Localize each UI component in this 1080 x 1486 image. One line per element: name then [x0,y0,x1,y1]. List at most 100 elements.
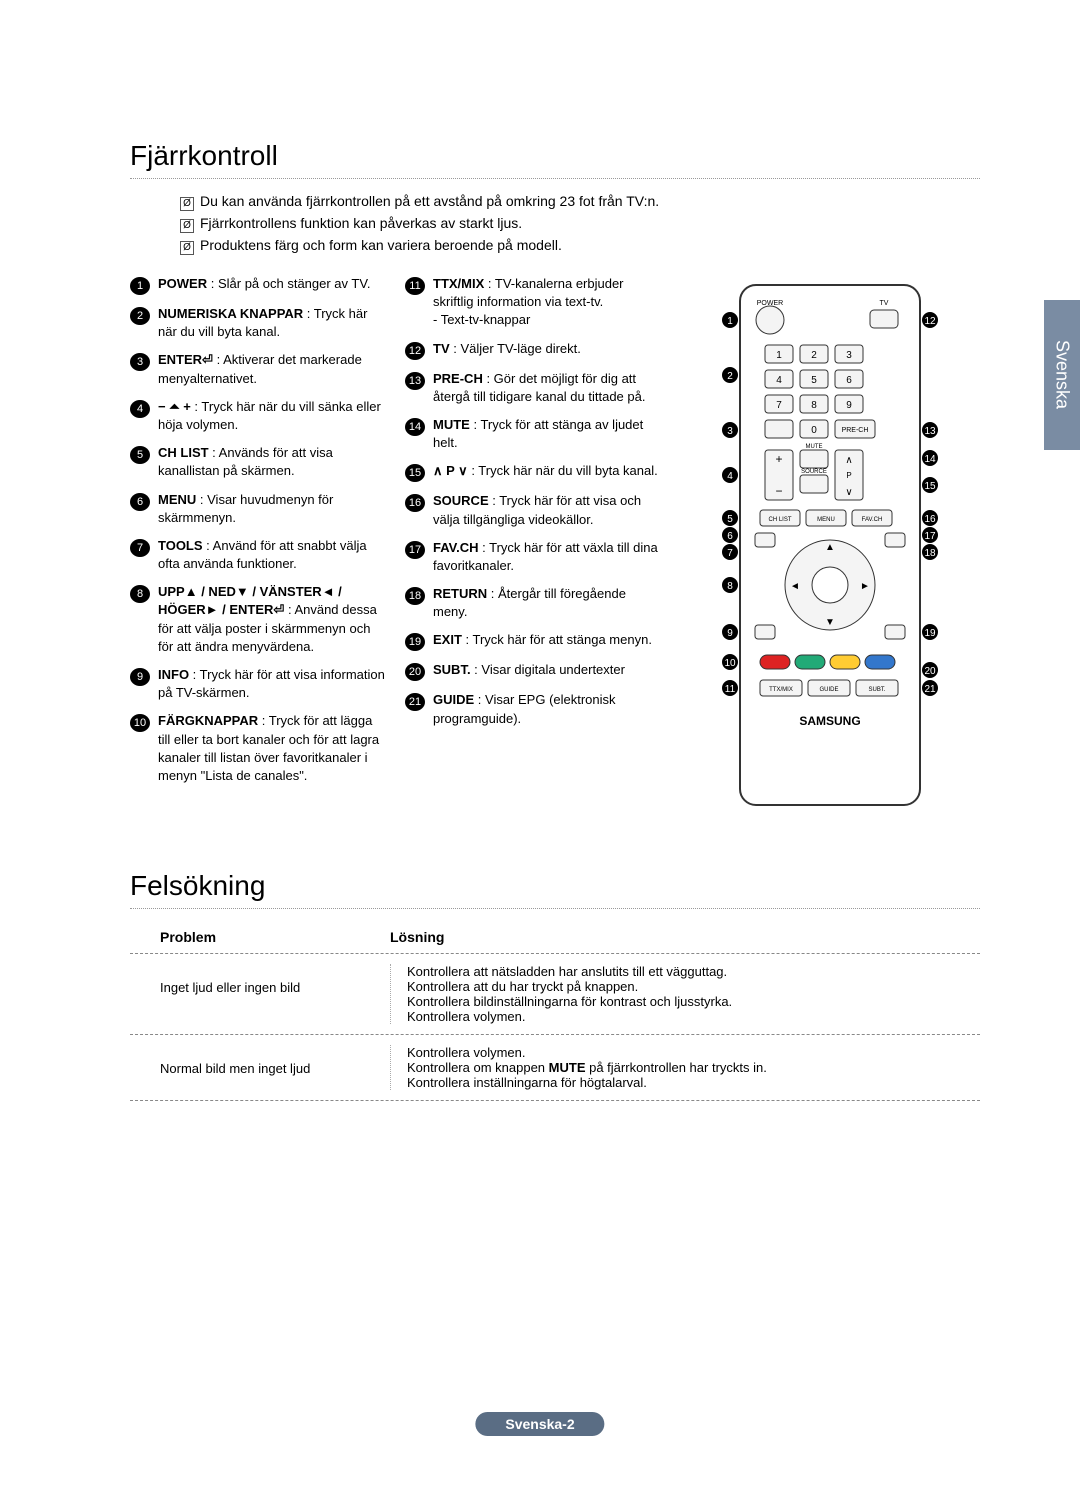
page-number: Svenska-2 [475,1412,604,1436]
svg-text:►: ► [860,581,870,592]
callout-text: TV : Väljer TV-läge direkt. [433,340,581,360]
callout-number: 8 [130,585,150,603]
note-icon: Ø [180,197,194,211]
callout-text: FÄRGKNAPPAR : Tryck för att lägga till e… [158,712,385,785]
callout-number: 12 [405,342,425,360]
callout-number: 6 [130,493,150,511]
callout-number: 10 [130,714,150,732]
callout-text: EXIT : Tryck här för att stänga menyn. [433,631,652,651]
svg-text:15: 15 [924,481,936,492]
svg-text:5: 5 [727,514,733,525]
remote-diagram: POWER TV 1 2 3 4 5 6 7 8 9 0 PRE-CH + − … [680,275,980,840]
note-text: Produktens färg och form kan variera ber… [200,237,562,253]
svg-text:8: 8 [727,581,733,592]
svg-text:2: 2 [727,371,733,382]
svg-text:19: 19 [924,628,936,639]
svg-text:13: 13 [924,426,936,437]
svg-text:2: 2 [811,350,817,361]
callout-text: ENTER⏎ : Aktiverar det markerade menyalt… [158,351,385,387]
svg-text:◄: ◄ [790,581,800,592]
svg-text:P: P [846,471,851,480]
callout-text: PRE-CH : Gör det möjligt för dig att åte… [433,370,660,406]
note-text: Du kan använda fjärrkontrollen på ett av… [200,193,659,209]
language-tab: Svenska [1044,300,1080,450]
problem-cell: Normal bild men inget ljud [160,1045,390,1090]
callout-number: 21 [405,693,425,711]
svg-text:SUBT.: SUBT. [868,687,885,693]
svg-text:18: 18 [924,548,936,559]
callout-number: 9 [130,668,150,686]
solution-cell: Kontrollera volymen.Kontrollera om knapp… [390,1045,980,1090]
callout-number: 17 [405,541,425,559]
callout-number: 14 [405,418,425,436]
callout-text: TOOLS : Använd för att snabbt välja ofta… [158,537,385,573]
svg-text:9: 9 [846,400,852,411]
callout-number: 2 [130,307,150,325]
svg-text:TTX/MIX: TTX/MIX [769,687,793,693]
svg-text:0: 0 [811,425,817,436]
callout-text: UPP▲ / NED▼ / VÄNSTER◄ / HÖGER► / ENTER⏎… [158,583,385,656]
svg-text:−: − [775,484,782,498]
svg-text:1: 1 [727,316,733,327]
callout-text: GUIDE : Visar EPG (elektronisk programgu… [433,691,660,727]
callout-number: 13 [405,372,425,390]
svg-text:4: 4 [727,471,733,482]
callout-text: SUBT. : Visar digitala undertexter [433,661,625,681]
callout-text: FAV.CH : Tryck här för att växla till di… [433,539,660,575]
table-row: Inget ljud eller ingen bildKontrollera a… [130,954,980,1035]
svg-text:1: 1 [776,350,782,361]
callout-number: 4 [130,400,150,418]
svg-text:CH LIST: CH LIST [768,517,791,523]
table-row: Normal bild men inget ljudKontrollera vo… [130,1035,980,1101]
col-problem: Problem [160,929,390,945]
callout-text: − ⏶ + : Tryck här när du vill sänka elle… [158,398,385,434]
col-solution: Lösning [390,929,444,945]
section-title-remote: Fjärrkontroll [130,140,980,179]
svg-text:FAV.CH: FAV.CH [862,517,883,523]
svg-text:6: 6 [727,531,733,542]
svg-text:3: 3 [727,426,733,437]
desc-column-right: 11TTX/MIX : TV-kanalerna erbjuder skrift… [405,275,660,840]
svg-text:17: 17 [924,531,936,542]
svg-text:12: 12 [924,316,936,327]
callout-text: CH LIST : Används för att visa kanallist… [158,444,385,480]
svg-text:8: 8 [811,400,817,411]
svg-text:7: 7 [776,400,782,411]
svg-text:POWER: POWER [757,300,783,307]
callout-text: ∧ P ∨ : Tryck här när du vill byta kanal… [433,462,658,482]
callout-text: MUTE : Tryck för att stänga av ljudet he… [433,416,660,452]
callout-text: NUMERISKA KNAPPAR : Tryck här när du vil… [158,305,385,341]
callout-number: 16 [405,494,425,512]
callout-text: TTX/MIX : TV-kanalerna erbjuder skriftli… [433,275,660,330]
note-icon: Ø [180,219,194,233]
svg-text:TV: TV [880,300,889,307]
svg-text:GUIDE: GUIDE [819,687,838,693]
svg-text:MENU: MENU [817,517,835,523]
svg-text:3: 3 [846,350,852,361]
callout-number: 1 [130,277,150,295]
svg-text:21: 21 [924,684,936,695]
svg-text:▲: ▲ [825,542,835,553]
callout-text: POWER : Slår på och stänger av TV. [158,275,370,295]
callout-text: RETURN : Återgår till föregående meny. [433,585,660,621]
svg-text:5: 5 [811,375,817,386]
svg-text:SAMSUNG: SAMSUNG [799,714,860,728]
note-text: Fjärrkontrollens funktion kan påverkas a… [200,215,522,231]
callout-number: 7 [130,539,150,557]
section-title-troubleshoot: Felsökning [130,870,980,909]
svg-text:7: 7 [727,548,733,559]
problem-cell: Inget ljud eller ingen bild [160,964,390,1024]
callout-number: 18 [405,587,425,605]
solution-cell: Kontrollera att nätsladden har anslutits… [390,964,980,1024]
note-icon: Ø [180,241,194,255]
callout-number: 20 [405,663,425,681]
callout-number: 5 [130,446,150,464]
svg-text:SOURCE: SOURCE [801,469,827,475]
table-header: Problem Lösning [130,929,980,954]
svg-text:MUTE: MUTE [806,444,823,450]
svg-text:9: 9 [727,628,733,639]
svg-text:14: 14 [924,454,936,465]
svg-text:11: 11 [725,684,736,695]
callout-text: SOURCE : Tryck här för att visa och välj… [433,492,660,528]
svg-text:4: 4 [776,375,782,386]
